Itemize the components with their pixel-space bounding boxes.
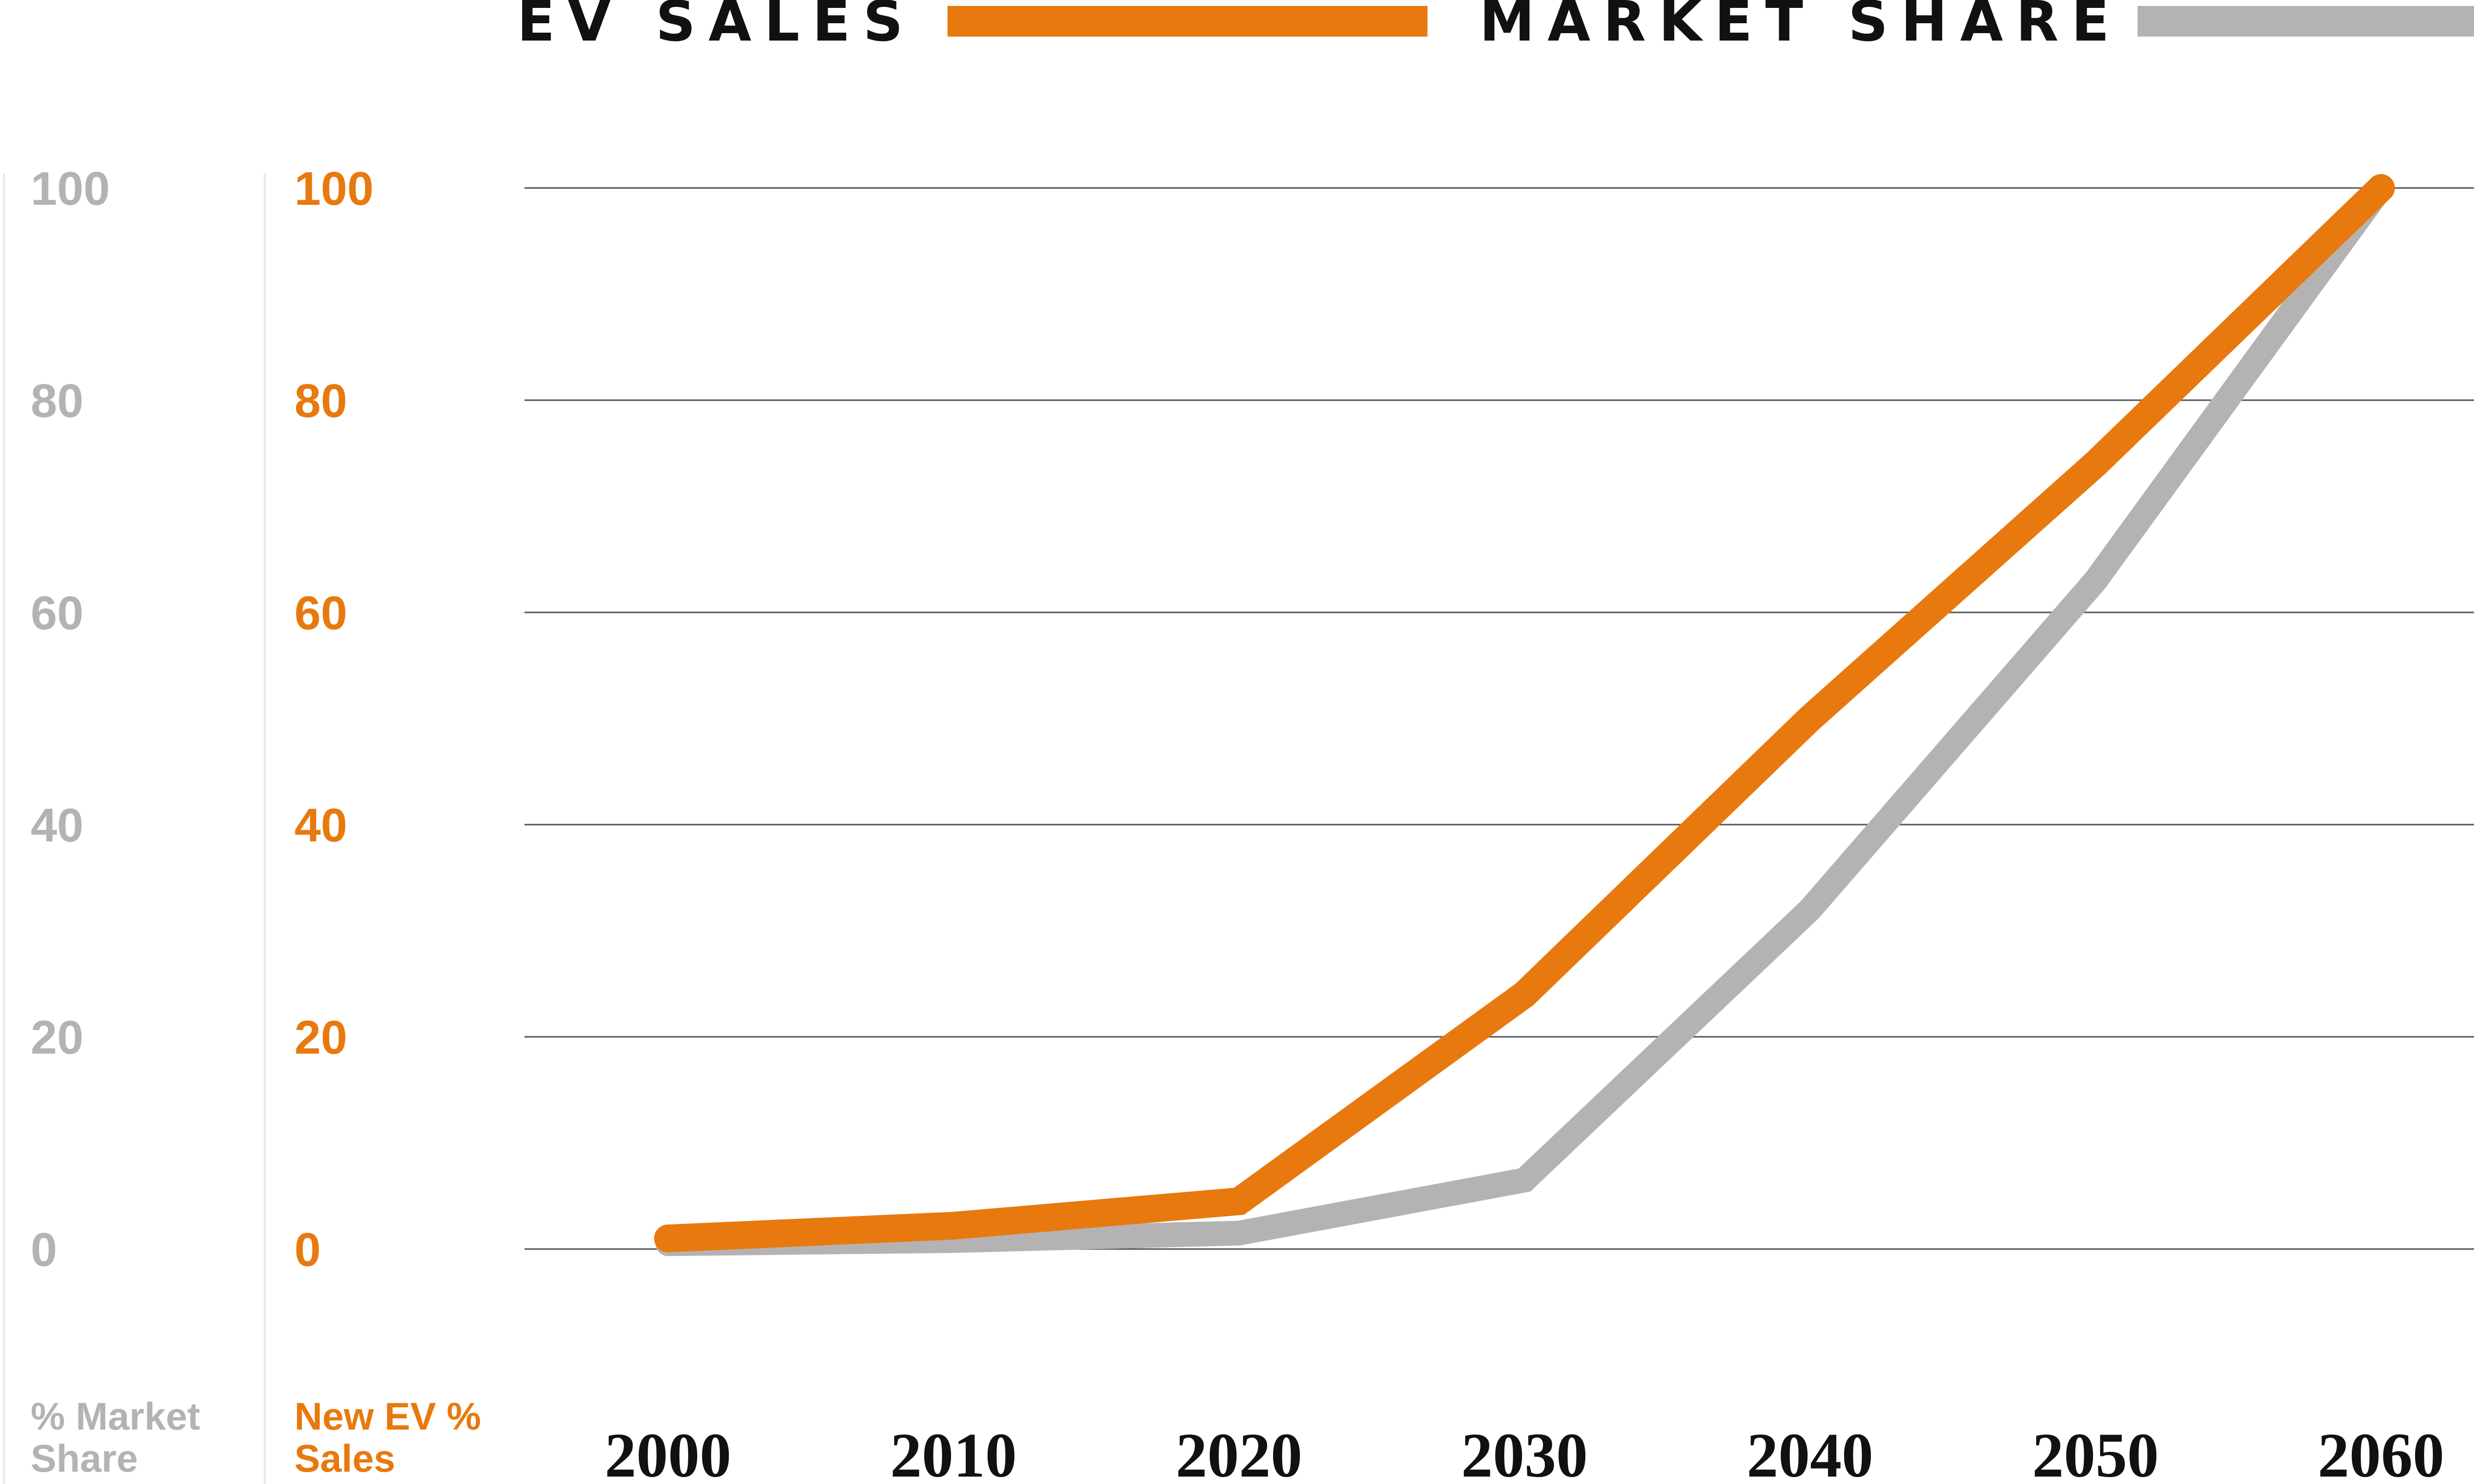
left-tick-label: 40	[31, 799, 84, 852]
series-lines	[654, 174, 2395, 1256]
right-tick-label: 0	[294, 1223, 321, 1276]
left-axis-title: % Market Share	[31, 1394, 200, 1480]
right-tick-label: 20	[294, 1011, 347, 1064]
ev-sales-point	[654, 1224, 682, 1252]
x-tick-label: 2060	[2318, 1420, 2444, 1484]
ev-sales-point	[2082, 450, 2109, 478]
gridlines	[524, 187, 2474, 1250]
legend-swatch-market-share	[2138, 6, 2474, 37]
market-share-point	[2083, 568, 2108, 593]
right-axis-ticks: 100 80 60 40 20 0	[294, 162, 374, 1276]
legend: EV SALES MARKET SHARE	[517, 0, 2474, 54]
right-tick-label: 40	[294, 799, 347, 852]
legend-label-ev-sales: EV SALES	[517, 0, 916, 54]
left-tick-label: 0	[31, 1223, 57, 1276]
ev-sales-point	[940, 1211, 967, 1240]
x-axis-ticks: 2000 2010 2020 2030 2040 2050 2060	[605, 1420, 2444, 1484]
left-tick-label: 80	[31, 374, 84, 427]
ev-sales-point	[1511, 980, 1538, 1009]
legend-swatch-ev-sales	[948, 6, 1427, 37]
ev-sales-point	[2367, 174, 2395, 202]
right-tick-label: 60	[294, 587, 347, 640]
left-tick-label: 20	[31, 1011, 84, 1064]
right-axis-title-line1: New EV %	[294, 1394, 481, 1438]
x-tick-label: 2020	[1176, 1420, 1302, 1484]
series-line-market-share	[656, 176, 2393, 1256]
right-axis-title: New EV % Sales	[294, 1394, 481, 1480]
left-axis-title-line2: Share	[31, 1437, 138, 1480]
legend-label-market-share: MARKET SHARE	[1479, 0, 2122, 54]
x-tick-label: 2000	[605, 1420, 731, 1484]
x-tick-label: 2050	[2032, 1420, 2159, 1484]
left-tick-label: 100	[31, 162, 110, 215]
x-tick-label: 2030	[1461, 1420, 1588, 1484]
right-axis-title-line2: Sales	[294, 1437, 395, 1480]
left-axis-ticks: 100 80 60 40 20 0	[31, 162, 110, 1276]
market-share-point	[1227, 1220, 1251, 1246]
market-share-point	[1512, 1167, 1537, 1193]
left-tick-label: 60	[31, 587, 84, 640]
x-tick-label: 2010	[890, 1420, 1017, 1484]
right-tick-label: 80	[294, 374, 347, 427]
x-tick-label: 2040	[1747, 1420, 1873, 1484]
market-share-point	[1798, 897, 1822, 922]
ev-sales-point	[1796, 704, 1824, 733]
ev-sales-point	[1225, 1187, 1253, 1215]
series-line-ev-sales	[654, 174, 2395, 1252]
right-tick-label: 100	[294, 162, 374, 215]
left-axis-title-line1: % Market	[31, 1394, 200, 1438]
